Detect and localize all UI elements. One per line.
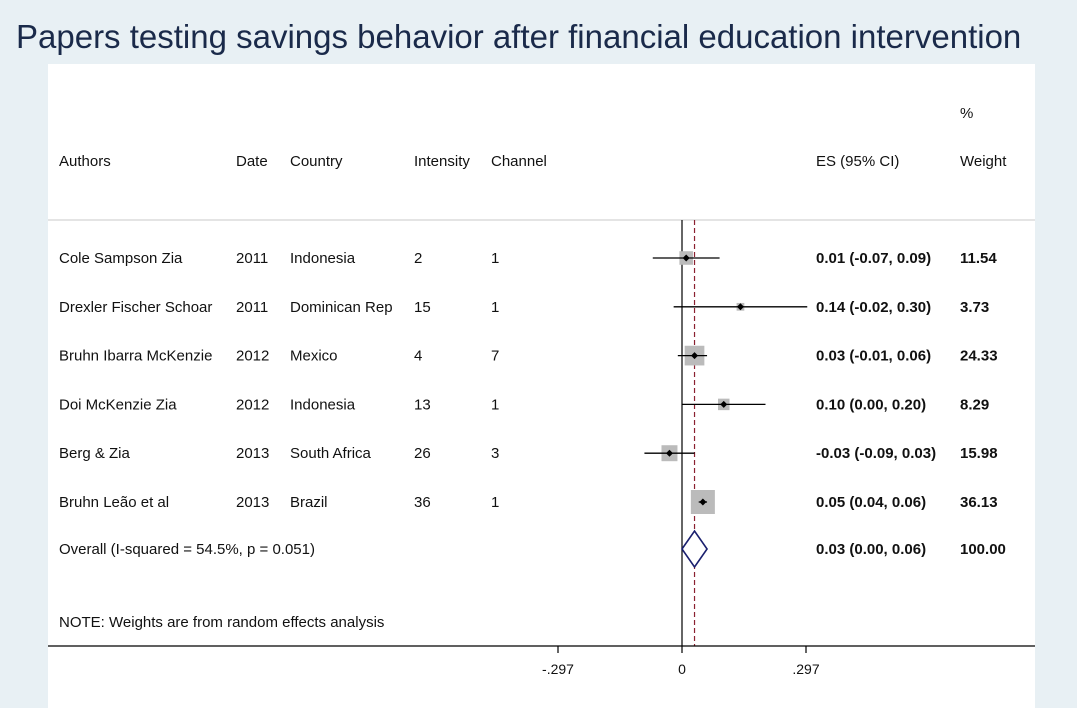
study-country: Dominican Rep	[290, 299, 393, 316]
study-weight-label: 24.33	[960, 348, 998, 365]
point-estimate	[682, 254, 690, 262]
study-weight-label: 11.54	[960, 250, 997, 267]
study-weight-label: 8.29	[960, 396, 989, 413]
study-channel: 7	[491, 348, 499, 365]
study-intensity: 15	[414, 299, 431, 316]
study-channel: 1	[491, 494, 499, 511]
x-tick-label: 0	[678, 661, 686, 677]
study-intensity: 36	[414, 494, 431, 511]
x-tick-label: .297	[792, 661, 819, 677]
study-weight-label: 15.98	[960, 445, 998, 462]
overall-weight-label: 100.00	[960, 541, 1006, 558]
point-estimate	[699, 498, 707, 506]
study-date: 2013	[236, 445, 269, 462]
study-country: Brazil	[290, 494, 328, 511]
overall-label: Overall (I-squared = 54.5%, p = 0.051)	[59, 541, 315, 558]
study-authors: Cole Sampson Zia	[59, 250, 183, 267]
study-es-label: 0.01 (-0.07, 0.09)	[816, 250, 931, 267]
study-es-label: 0.14 (-0.02, 0.30)	[816, 299, 931, 316]
study-date: 2012	[236, 396, 269, 413]
study-authors: Bruhn Ibarra McKenzie	[59, 348, 212, 365]
study-date: 2012	[236, 348, 269, 365]
study-date: 2011	[236, 299, 268, 316]
study-intensity: 4	[414, 348, 422, 365]
header-channel: Channel	[491, 153, 547, 170]
study-es-label: 0.05 (0.04, 0.06)	[816, 494, 926, 511]
study-authors: Bruhn Leão et al	[59, 494, 169, 511]
study-intensity: 13	[414, 396, 431, 413]
study-authors: Doi McKenzie Zia	[59, 396, 177, 413]
point-estimate	[720, 400, 728, 408]
header-authors: Authors	[59, 153, 111, 170]
overall-es-label: 0.03 (0.00, 0.06)	[816, 541, 926, 558]
study-authors: Berg & Zia	[59, 445, 131, 462]
study-authors: Drexler Fischer Schoar	[59, 299, 212, 316]
study-channel: 1	[491, 299, 499, 316]
study-intensity: 26	[414, 445, 431, 462]
study-es-label: 0.10 (0.00, 0.20)	[816, 396, 926, 413]
study-country: Indonesia	[290, 396, 356, 413]
study-date: 2011	[236, 250, 268, 267]
chart-title: Papers testing savings behavior after fi…	[16, 18, 1022, 55]
study-es-label: -0.03 (-0.09, 0.03)	[816, 445, 936, 462]
point-estimate	[691, 352, 699, 360]
study-channel: 3	[491, 445, 499, 462]
header-date: Date	[236, 153, 268, 170]
header-intensity: Intensity	[414, 153, 470, 170]
header-weight-percent: %	[960, 105, 973, 122]
study-date: 2013	[236, 494, 269, 511]
study-channel: 1	[491, 250, 499, 267]
point-estimate	[736, 303, 744, 311]
study-country: Mexico	[290, 348, 338, 365]
study-es-label: 0.03 (-0.01, 0.06)	[816, 348, 931, 365]
plot-panel	[48, 64, 1035, 708]
overall-diamond	[681, 529, 709, 569]
header-weight: Weight	[960, 153, 1007, 170]
study-weight-label: 36.13	[960, 494, 998, 511]
study-country: South Africa	[290, 445, 372, 462]
study-intensity: 2	[414, 250, 422, 267]
x-tick-label: -.297	[542, 661, 574, 677]
study-channel: 1	[491, 396, 499, 413]
study-weight-label: 3.73	[960, 299, 989, 316]
point-estimate	[665, 449, 673, 457]
header-country: Country	[290, 153, 343, 170]
study-country: Indonesia	[290, 250, 356, 267]
header-es: ES (95% CI)	[816, 153, 899, 170]
note-text: NOTE: Weights are from random effects an…	[59, 614, 384, 631]
